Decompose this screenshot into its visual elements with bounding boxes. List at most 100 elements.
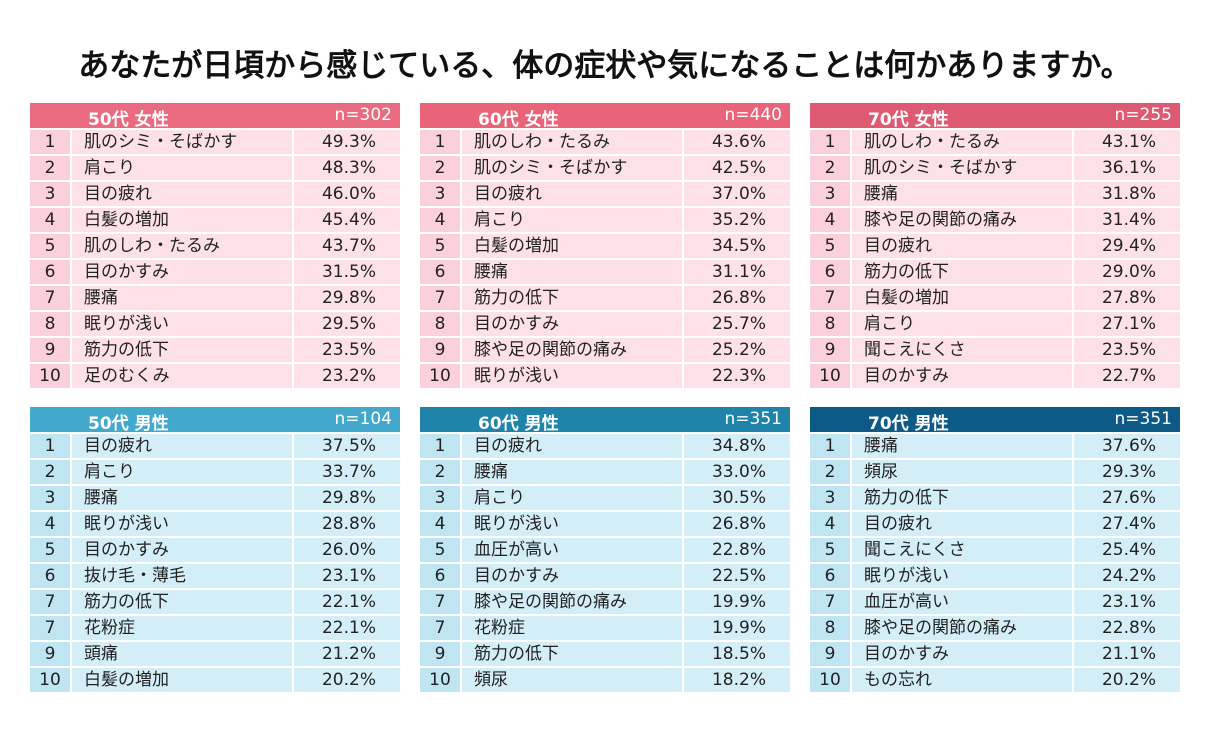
item: 膝や足の関節の痛み [460,338,682,362]
percent: 37.5% [292,434,400,458]
item: 目のかすみ [70,260,292,284]
rank: 7 [810,286,850,310]
item: 目の疲れ [70,434,292,458]
percent: 43.1% [1072,130,1180,154]
percent: 21.1% [1072,642,1180,666]
table-row: 3 目の疲れ 46.0% [30,180,400,206]
rank: 6 [420,260,460,284]
percent: 45.4% [292,208,400,232]
table-row: 8 膝や足の関節の痛み 22.8% [810,614,1180,640]
rank: 5 [420,234,460,258]
table-row: 1 目の疲れ 37.5% [30,432,400,458]
percent: 22.8% [1072,616,1180,640]
ranking-table: 60代 女性 n=440 1 肌のしわ・たるみ 43.6% 2 肌のシミ・そばかす 42.5%… [420,103,790,388]
percent: 22.1% [292,590,400,614]
percent: 23.1% [292,564,400,588]
table-row: 6 腰痛 31.1% [420,258,790,284]
percent: 27.6% [1072,486,1180,510]
table-row: 5 血圧が高い 22.8% [420,536,790,562]
table-row: 7 白髪の増加 27.8% [810,284,1180,310]
percent: 43.6% [682,130,790,154]
item: 筋力の低下 [460,286,682,310]
table-header: 50代 女性 n=302 [30,103,400,130]
percent: 23.5% [1072,338,1180,362]
table-row: 3 腰痛 31.8% [810,180,1180,206]
item: 目の疲れ [70,182,292,206]
item: 頭痛 [70,642,292,666]
sample-size: n=351 [724,409,782,429]
rank: 5 [810,538,850,562]
percent: 49.3% [292,130,400,154]
rank: 7 [30,286,70,310]
table-row: 2 肌のシミ・そばかす 42.5% [420,154,790,180]
table-row: 8 肩こり 27.1% [810,310,1180,336]
item: 眠りが浅い [460,364,682,388]
table-row: 8 眠りが浅い 29.5% [30,310,400,336]
table-row: 9 聞こえにくさ 23.5% [810,336,1180,362]
item: 腰痛 [70,286,292,310]
table-row: 10 頻尿 18.2% [420,666,790,692]
item: 聞こえにくさ [850,338,1072,362]
percent: 31.5% [292,260,400,284]
table-row: 1 目の疲れ 34.8% [420,432,790,458]
item: 膝や足の関節の痛み [850,208,1072,232]
table-row: 6 抜け毛・薄毛 23.1% [30,562,400,588]
table-header: 50代 男性 n=104 [30,407,400,434]
item: 目のかすみ [460,312,682,336]
rank: 10 [420,668,460,692]
item: 膝や足の関節の痛み [850,616,1072,640]
item: 頻尿 [460,668,682,692]
table-row: 5 聞こえにくさ 25.4% [810,536,1180,562]
item: 眠りが浅い [70,512,292,536]
percent: 34.8% [682,434,790,458]
table-row: 5 目のかすみ 26.0% [30,536,400,562]
ranking-table: 70代 女性 n=255 1 肌のしわ・たるみ 43.1% 2 肌のシミ・そばかす 36.1%… [810,103,1180,388]
table-row: 2 肩こり 48.3% [30,154,400,180]
percent: 48.3% [292,156,400,180]
item: 白髪の増加 [460,234,682,258]
item: もの忘れ [850,668,1072,692]
percent: 30.5% [682,486,790,510]
table-row: 7 腰痛 29.8% [30,284,400,310]
item: 腰痛 [850,434,1072,458]
item: 眠りが浅い [70,312,292,336]
percent: 42.5% [682,156,790,180]
item: 白髪の増加 [70,208,292,232]
percent: 18.2% [682,668,790,692]
percent: 26.8% [682,512,790,536]
item: 目の疲れ [460,434,682,458]
table-row: 5 肌のしわ・たるみ 43.7% [30,232,400,258]
percent: 25.7% [682,312,790,336]
group-label: 60代 女性 [478,110,559,130]
ranking-table: 50代 女性 n=302 1 肌のシミ・そばかす 49.3% 2 肩こり 48.3% 3 目の疲れ… [30,103,400,388]
rank: 9 [30,642,70,666]
sample-size: n=255 [1114,105,1172,125]
table-row: 1 肌のしわ・たるみ 43.1% [810,128,1180,154]
item: 肌のしわ・たるみ [850,130,1072,154]
table-header: 70代 女性 n=255 [810,103,1180,130]
rank: 3 [420,486,460,510]
percent: 34.5% [682,234,790,258]
item: 白髪の増加 [70,668,292,692]
item: 目の疲れ [850,234,1072,258]
percent: 20.2% [1072,668,1180,692]
sample-size: n=302 [334,105,392,125]
item: 筋力の低下 [460,642,682,666]
item: 筋力の低下 [70,338,292,362]
item: 聞こえにくさ [850,538,1072,562]
item: 肩こり [460,486,682,510]
item: 腰痛 [460,460,682,484]
percent: 23.2% [292,364,400,388]
table-row: 10 眠りが浅い 22.3% [420,362,790,388]
item: 血圧が高い [460,538,682,562]
rank: 1 [30,434,70,458]
rank: 9 [420,338,460,362]
percent: 27.1% [1072,312,1180,336]
percent: 20.2% [292,668,400,692]
table-row: 9 筋力の低下 23.5% [30,336,400,362]
table-header: 60代 女性 n=440 [420,103,790,130]
table-row: 4 白髪の増加 45.4% [30,206,400,232]
rank: 9 [30,338,70,362]
rank: 5 [30,538,70,562]
group-label: 70代 男性 [868,414,949,434]
